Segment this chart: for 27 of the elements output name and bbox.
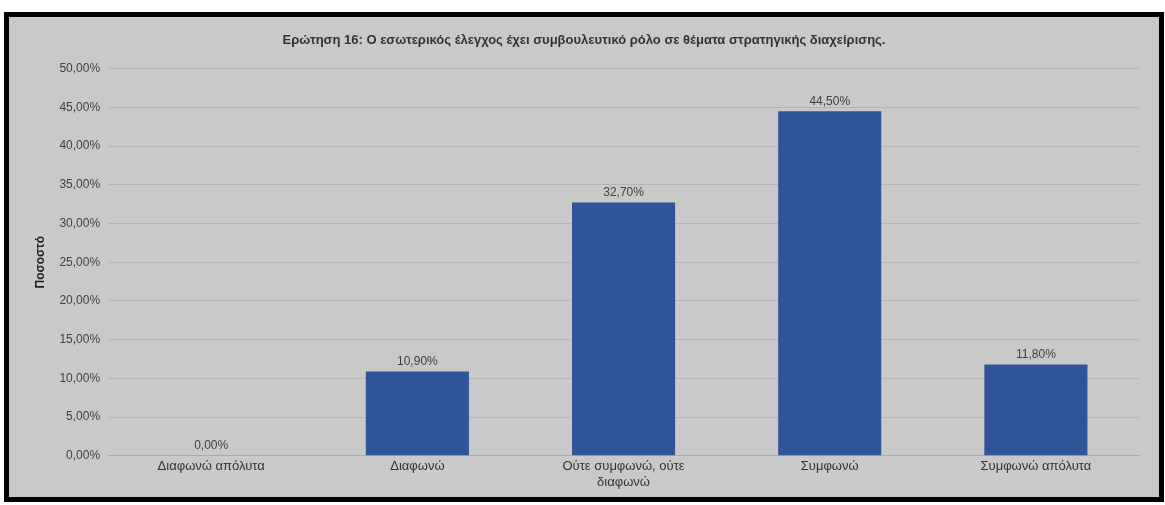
bar	[365, 371, 469, 456]
data-label: 11,80%	[1016, 346, 1057, 361]
y-tick-label: 45,00%	[59, 99, 101, 114]
x-tick-label: Διαφωνώ	[390, 458, 445, 474]
bar	[572, 202, 676, 456]
data-label: 10,90%	[397, 353, 439, 368]
data-label: 32,70%	[603, 184, 645, 199]
y-tick-label: 10,00%	[59, 370, 101, 385]
y-tick-label: 50,00%	[59, 60, 101, 75]
x-tick-label: Διαφωνώ απόλυτα	[157, 458, 266, 474]
y-tick-label: 30,00%	[59, 215, 101, 230]
y-tick-label: 5,00%	[66, 409, 101, 424]
x-tick-label: Συμφωνώ	[800, 458, 859, 474]
y-tick-label: 15,00%	[59, 331, 101, 346]
bar	[984, 364, 1088, 456]
y-tick-label: 20,00%	[59, 293, 101, 308]
chart-title: Ερώτηση 16: Ο εσωτερικός έλεγχος έχει συμβουλευτικό ρόλο σε θέματα στρατηγικής διαχείρισης.	[282, 32, 886, 48]
y-tick-label: 40,00%	[59, 138, 101, 153]
x-tick-label: Ούτε συμφωνώ, ούτε διαφωνώ	[562, 458, 685, 489]
y-axis-title: Ποσοστό	[32, 235, 47, 289]
x-tick-label: Συμφωνώ απόλυτα	[980, 458, 1092, 474]
bar	[778, 111, 882, 456]
data-label: 0,00%	[194, 438, 229, 453]
y-tick-label: 0,00%	[66, 448, 101, 463]
y-tick-label: 35,00%	[59, 177, 101, 192]
data-label: 44,50%	[809, 93, 851, 108]
y-tick-label: 25,00%	[59, 254, 101, 269]
